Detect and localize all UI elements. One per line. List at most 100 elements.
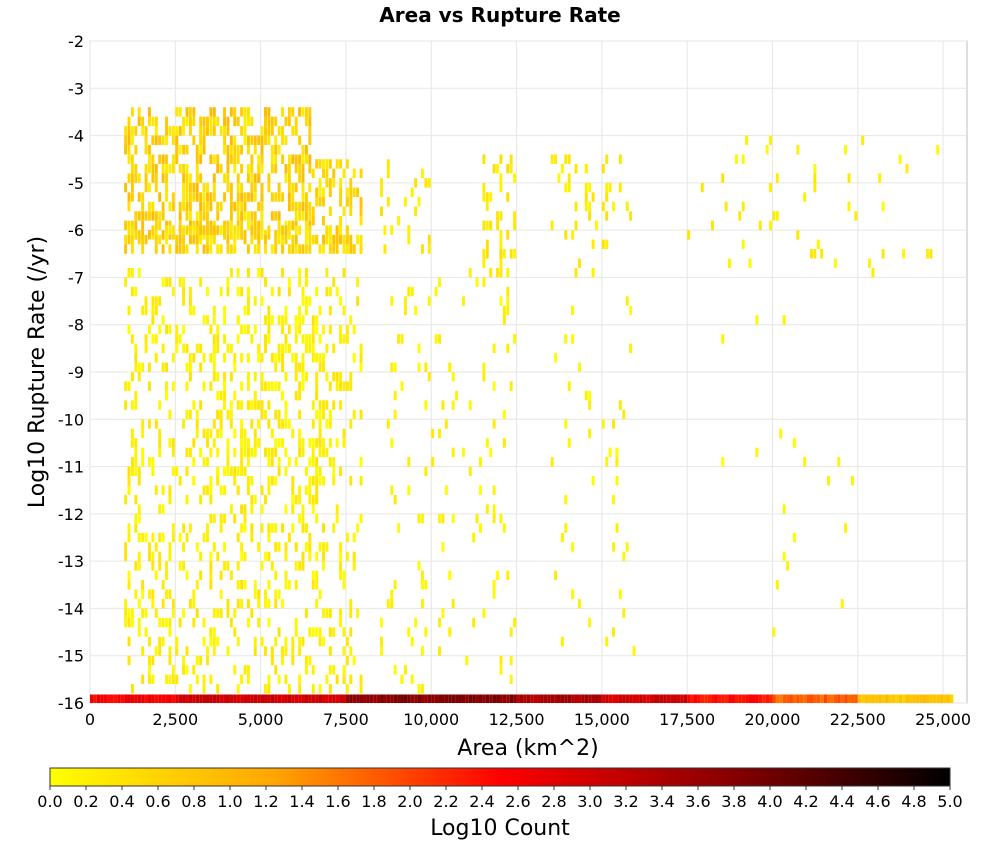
heatmap-cell xyxy=(151,173,155,183)
heatmap-cell xyxy=(571,589,575,599)
heatmap-cell xyxy=(134,126,138,136)
heatmap-cell xyxy=(148,542,151,552)
colorbar-tick-label: 4.4 xyxy=(829,792,854,811)
heatmap-cell xyxy=(141,192,145,202)
bottom-row-cell xyxy=(833,694,838,703)
heatmap-cell xyxy=(349,598,353,609)
heatmap-cell xyxy=(192,182,196,193)
heatmap-cell xyxy=(871,267,875,278)
heatmap-cell xyxy=(322,168,325,179)
heatmap-cell xyxy=(257,173,261,183)
heatmap-cell xyxy=(284,646,288,656)
heatmap-cell xyxy=(277,353,281,363)
heatmap-cell xyxy=(345,551,349,562)
bottom-row-cell xyxy=(533,694,538,703)
heatmap-cell xyxy=(274,135,278,146)
heatmap-cell xyxy=(318,636,322,647)
heatmap-cell xyxy=(496,163,499,174)
bottom-row-cell xyxy=(605,694,609,703)
heatmap-cell xyxy=(192,617,196,628)
heatmap-cell xyxy=(236,220,240,231)
bottom-row-cell xyxy=(274,694,278,703)
heatmap-cell xyxy=(284,305,288,316)
heatmap-cell xyxy=(571,230,575,240)
bottom-row-cell xyxy=(421,694,425,703)
heatmap-cell xyxy=(499,296,503,306)
heatmap-cell xyxy=(240,428,244,439)
heatmap-cell xyxy=(148,655,151,666)
heatmap-cell xyxy=(492,343,496,354)
heatmap-cell xyxy=(451,598,455,609)
heatmap-cell xyxy=(315,159,319,169)
bottom-row-cell xyxy=(676,694,681,703)
heatmap-cell xyxy=(226,182,230,193)
heatmap-cell xyxy=(499,173,503,183)
heatmap-cell xyxy=(301,315,305,325)
heatmap-cell xyxy=(233,244,237,254)
heatmap-cell xyxy=(195,608,199,618)
heatmap-cell xyxy=(342,674,346,685)
heatmap-cell xyxy=(304,107,308,117)
heatmap-cell xyxy=(130,372,134,382)
heatmap-cell xyxy=(294,542,298,552)
heatmap-cell xyxy=(878,173,882,183)
heatmap-cell xyxy=(148,116,151,127)
heatmap-cell xyxy=(243,234,247,245)
heatmap-cell xyxy=(284,234,288,245)
heatmap-cell xyxy=(721,334,725,344)
heatmap-cell xyxy=(212,513,216,524)
heatmap-cell xyxy=(130,400,134,410)
heatmap-cell xyxy=(264,116,267,127)
heatmap-cell xyxy=(243,665,247,675)
heatmap-cell xyxy=(185,409,189,420)
heatmap-cell xyxy=(161,617,165,628)
heatmap-cell xyxy=(130,286,134,297)
bottom-row-cell xyxy=(482,694,486,703)
heatmap-cell xyxy=(240,220,244,231)
heatmap-cell xyxy=(175,343,179,354)
heatmap-cell xyxy=(127,523,131,533)
heatmap-cell xyxy=(219,570,223,581)
heatmap-cell xyxy=(820,249,824,259)
heatmap-cell xyxy=(308,225,312,235)
heatmap-cell xyxy=(284,225,288,235)
heatmap-cell xyxy=(339,400,343,410)
heatmap-cell xyxy=(223,225,226,235)
heatmap-cell xyxy=(240,381,244,391)
heatmap-cell xyxy=(240,466,244,477)
heatmap-cell xyxy=(390,362,394,372)
heatmap-cell xyxy=(438,646,441,656)
heatmap-cell xyxy=(482,362,486,372)
heatmap-cell xyxy=(506,286,510,297)
heatmap-cell xyxy=(236,211,240,221)
bottom-row-cell xyxy=(499,694,503,703)
heatmap-cell xyxy=(349,674,353,685)
bottom-row-cell xyxy=(864,694,869,703)
heatmap-cell xyxy=(359,476,363,486)
bottom-row-cell xyxy=(687,694,691,703)
heatmap-cell xyxy=(161,154,165,164)
heatmap-cell xyxy=(158,504,162,514)
heatmap-cell xyxy=(236,182,240,193)
heatmap-cell xyxy=(264,589,267,599)
heatmap-cell xyxy=(134,457,138,467)
heatmap-cell xyxy=(165,220,168,231)
heatmap-cell xyxy=(148,107,151,117)
heatmap-cell xyxy=(414,178,418,188)
heatmap-cell xyxy=(328,244,332,254)
heatmap-cell xyxy=(253,192,257,202)
heatmap-cell xyxy=(223,107,226,117)
heatmap-cell xyxy=(847,173,851,183)
heatmap-cell xyxy=(171,286,175,297)
heatmap-cell xyxy=(240,230,244,240)
heatmap-cell xyxy=(151,561,155,571)
heatmap-cell xyxy=(284,220,288,231)
heatmap-cell xyxy=(185,646,189,656)
bottom-row-cell xyxy=(219,694,224,703)
y-tick-label: -13 xyxy=(58,552,84,571)
heatmap-cell xyxy=(349,419,353,429)
heatmap-cell xyxy=(632,646,636,656)
heatmap-cell xyxy=(165,135,168,146)
heatmap-cell xyxy=(424,466,428,477)
heatmap-cell xyxy=(550,220,554,231)
